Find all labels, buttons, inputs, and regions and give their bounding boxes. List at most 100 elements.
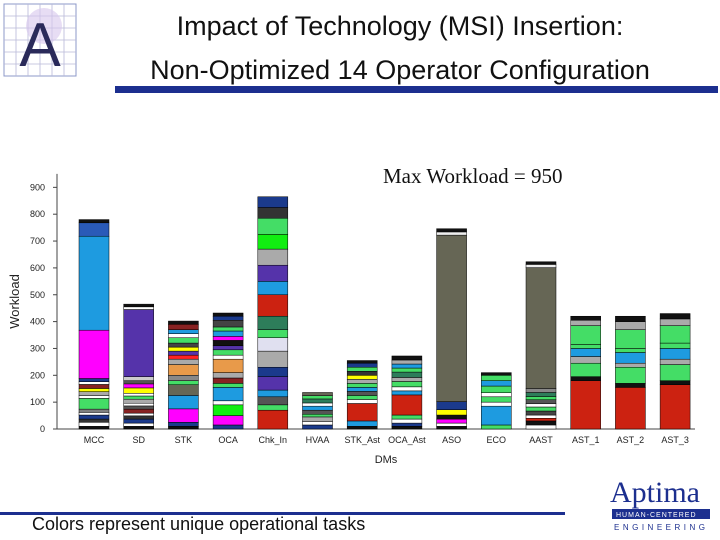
bar-segment xyxy=(78,391,110,396)
bar-segment xyxy=(168,350,199,356)
bar-segment xyxy=(615,352,646,364)
x-axis-label: DMs xyxy=(375,454,398,466)
bar-SD xyxy=(123,303,154,430)
bar-segment xyxy=(436,426,467,430)
bar-segment xyxy=(257,217,289,235)
bar-segment xyxy=(168,346,199,352)
bar-segment xyxy=(436,228,467,233)
y-axis-label: Workload xyxy=(7,274,22,329)
bar-Chk_In xyxy=(257,196,289,430)
bar-segment xyxy=(391,381,423,388)
bar-segment xyxy=(346,395,378,400)
bar-segment xyxy=(302,409,333,415)
bar-segment xyxy=(123,309,154,377)
bar-segment xyxy=(615,329,646,349)
bar-segment xyxy=(212,387,244,402)
bar-segment xyxy=(346,387,378,392)
bar-segment xyxy=(168,324,199,330)
bar-segment xyxy=(123,402,154,407)
bar-segment xyxy=(481,372,512,376)
bar-segment xyxy=(212,354,244,360)
bar-segment xyxy=(257,248,289,266)
bar-segment xyxy=(525,264,557,268)
bar-segment xyxy=(78,398,110,410)
y-tick-label: 300 xyxy=(30,343,45,353)
bar-segment xyxy=(525,392,557,397)
bar-segment xyxy=(302,392,333,396)
bar-segment xyxy=(123,422,154,427)
bar-segment xyxy=(212,404,244,416)
bar-segment xyxy=(257,196,289,208)
bar-segment xyxy=(570,320,601,326)
brand-name: Aptima xyxy=(610,476,700,509)
bar-segment xyxy=(212,326,244,332)
bar-segment xyxy=(123,383,154,389)
bar-segment xyxy=(78,378,110,382)
bar-segment xyxy=(257,366,289,377)
bar-AST_1 xyxy=(570,315,601,430)
title-divider xyxy=(115,86,718,93)
bar-segment xyxy=(257,294,289,317)
y-tick-label: 100 xyxy=(30,397,45,407)
bar-ECO xyxy=(481,372,512,430)
bar-segment xyxy=(168,395,199,410)
bar-segment xyxy=(481,401,512,407)
bar-segment xyxy=(168,342,199,348)
bar-segment xyxy=(525,403,557,408)
bar-segment xyxy=(257,315,289,330)
bar-segment xyxy=(257,389,289,398)
bar-segment xyxy=(302,416,333,423)
bar-segment xyxy=(570,376,601,381)
bar-AST_3 xyxy=(659,313,691,430)
aptima-logo: Aptima HUMAN-CENTERED ENGINEERING xyxy=(610,476,710,532)
bar-segment xyxy=(78,418,110,423)
bar-segment xyxy=(123,387,154,394)
bar-segment xyxy=(659,364,691,381)
bar-MCC xyxy=(78,219,110,430)
bar-AAST xyxy=(525,261,557,430)
bar-AST_2 xyxy=(615,315,646,430)
bar-segment xyxy=(391,422,423,427)
bar-STK xyxy=(168,320,199,430)
bar-segment xyxy=(481,385,512,394)
logo-lettering: A xyxy=(19,11,61,78)
bar-segment xyxy=(481,380,512,387)
bar-OCA xyxy=(212,312,244,430)
bar-segment xyxy=(212,372,244,379)
bar-segment xyxy=(659,380,691,385)
bar-segment xyxy=(168,375,199,381)
bar-segment xyxy=(525,388,557,393)
bar-segment xyxy=(212,336,244,341)
bar-segment xyxy=(570,344,601,349)
bar-segment xyxy=(78,329,110,379)
bar-segment xyxy=(257,281,289,295)
y-tick-label: 900 xyxy=(30,182,45,192)
bar-segment xyxy=(123,398,154,404)
bar-segment xyxy=(391,414,423,420)
bar-segment xyxy=(525,406,557,412)
bar-segment xyxy=(391,363,423,369)
x-tick-label: OCA xyxy=(218,435,238,445)
bar-segment xyxy=(168,354,199,360)
y-tick-label: 200 xyxy=(30,370,45,380)
bar-segment xyxy=(78,384,110,389)
bar-segment xyxy=(481,424,512,430)
y-tick-label: 700 xyxy=(30,236,45,246)
bar-segment xyxy=(123,306,154,310)
bar-segment xyxy=(302,424,333,430)
bar-segment xyxy=(659,348,691,360)
bar-segment xyxy=(257,264,289,282)
bar-segment xyxy=(168,380,199,385)
bar-segment xyxy=(302,402,333,407)
x-tick-label: AST_1 xyxy=(572,435,600,445)
bar-segment xyxy=(525,420,557,426)
bar-segment xyxy=(123,393,154,397)
x-tick-label: OCA_Ast xyxy=(388,435,426,445)
bar-segment xyxy=(212,424,244,430)
bar-segment xyxy=(78,426,110,430)
bar-segment xyxy=(570,348,601,357)
bar-segment xyxy=(168,384,199,396)
bar-segment xyxy=(659,313,691,320)
bar-segment xyxy=(391,386,423,392)
bar-segment xyxy=(257,396,289,406)
